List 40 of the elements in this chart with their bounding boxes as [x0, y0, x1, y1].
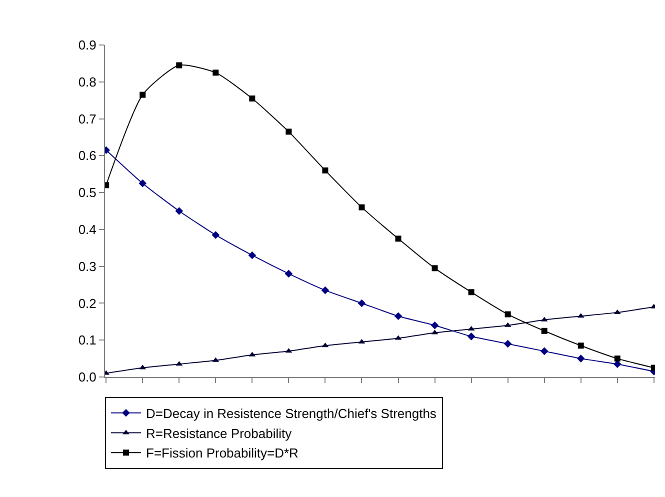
y-tick-label: 0.0	[78, 370, 96, 385]
legend-label: F=Fission Probability=D*R	[146, 446, 298, 461]
point	[395, 236, 402, 242]
point	[249, 95, 256, 102]
point	[394, 312, 402, 320]
legend-label: R=Resistance Probability	[146, 426, 292, 441]
point	[541, 328, 548, 334]
y-tick-label: 0.3	[78, 258, 96, 274]
point	[540, 347, 548, 356]
point	[284, 270, 293, 278]
point	[176, 62, 182, 68]
point	[614, 356, 620, 362]
point	[212, 231, 220, 239]
y-tick-label: 0.9	[78, 38, 96, 53]
y-tick-label: 0.6	[78, 148, 96, 164]
y-tick-label: 0.5	[78, 185, 96, 200]
point	[467, 332, 476, 340]
point	[321, 286, 330, 294]
point	[578, 342, 584, 349]
y-tick-label: 0.2	[78, 296, 96, 311]
y-tick-label: 0.4	[78, 222, 96, 237]
point	[432, 265, 438, 272]
point	[504, 340, 512, 348]
point	[358, 204, 365, 210]
point	[138, 179, 147, 188]
point	[322, 167, 328, 174]
point	[140, 92, 146, 98]
legend-label: D=Decay in Resistence Strength/Chief's Strengths	[146, 406, 437, 421]
y-tick-label: 0.8	[78, 74, 96, 90]
point	[576, 354, 585, 362]
y-tick-label: 0.7	[78, 111, 96, 126]
point	[504, 311, 511, 318]
point	[248, 251, 256, 260]
point	[212, 70, 219, 76]
point	[358, 299, 366, 308]
y-tick-label: 0.1	[78, 332, 96, 348]
point	[175, 207, 184, 215]
point	[286, 128, 292, 135]
point	[468, 289, 474, 296]
point	[430, 321, 439, 330]
